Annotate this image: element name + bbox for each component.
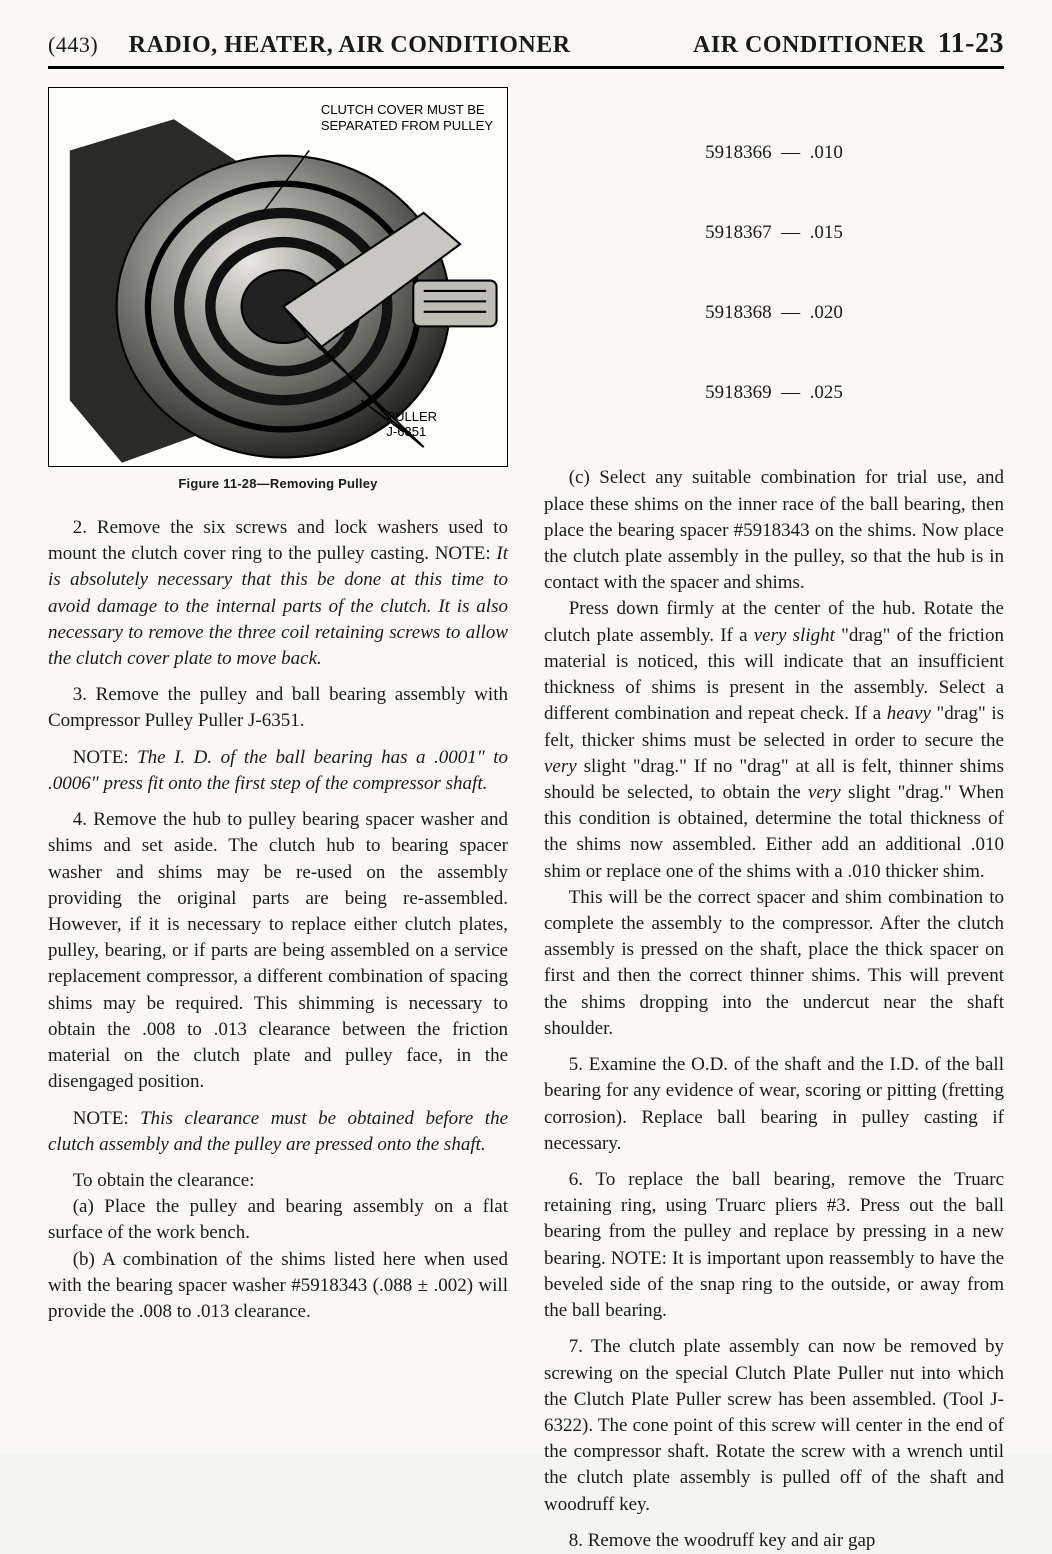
paragraph-step-2: 2. Remove the six screws and lock washer… (48, 515, 508, 672)
manual-page: (443) RADIO, HEATER, AIR CONDITIONER AIR… (0, 0, 1052, 1454)
figure-label-bottom: PULLER J-6351 (386, 409, 437, 440)
header-right-title: AIR CONDITIONER (693, 32, 925, 58)
p3-note-lead: NOTE: (73, 747, 137, 768)
paragraph-step-7: 7. The clutch plate assembly can now be … (544, 1334, 1004, 1518)
part-row: 5918366 — .010 (544, 140, 1004, 167)
paragraph-sub-c: (c) Select any suitable combination for … (544, 465, 1004, 596)
paragraph-sub-b: (b) A combination of the shims listed he… (48, 1247, 508, 1326)
left-column: CLUTCH COVER MUST BE SEPARATED FROM PULL… (48, 87, 508, 1554)
paragraph-step-5: 5. Examine the O.D. of the shaft and the… (544, 1052, 1004, 1157)
section-number: 11-23 (938, 28, 1004, 59)
page-header: (443) RADIO, HEATER, AIR CONDITIONER AIR… (48, 28, 1004, 69)
two-column-body: CLUTCH COVER MUST BE SEPARATED FROM PULL… (48, 87, 1004, 1554)
part-row: 5918368 — .020 (544, 300, 1004, 327)
paragraph-obtain: To obtain the clearance: (48, 1168, 508, 1194)
paragraph-step-3-note: NOTE: The I. D. of the ball bearing has … (48, 745, 508, 797)
press-i4: very (808, 782, 841, 803)
paragraph-step-8: 8. Remove the woodruff key and air gap (544, 1528, 1004, 1554)
page-number: (443) (48, 32, 98, 57)
p2-text: 2. Remove the six screws and lock washer… (48, 517, 508, 564)
paragraph-step-4-note: NOTE: This clearance must be obtained be… (48, 1106, 508, 1158)
paragraph-sub-a: (a) Place the pulley and bearing assembl… (48, 1194, 508, 1246)
paragraph-step-4: 4. Remove the hub to pulley bearing spac… (48, 807, 508, 1095)
shim-part-table: 5918366 — .010 5918367 — .015 5918368 — … (544, 87, 1004, 459)
pulley-illustration (49, 88, 507, 467)
p4-note-lead: NOTE: (73, 1108, 140, 1129)
figure-label-top: CLUTCH COVER MUST BE SEPARATED FROM PULL… (321, 102, 493, 133)
figure-caption: Figure 11-28—Removing Pulley (48, 475, 508, 493)
press-i1: very slight (754, 625, 835, 646)
paragraph-correct: This will be the correct spacer and shim… (544, 885, 1004, 1042)
part-row: 5918369 — .025 (544, 380, 1004, 407)
header-left: (443) RADIO, HEATER, AIR CONDITIONER (48, 32, 571, 59)
part-row: 5918367 — .015 (544, 220, 1004, 247)
press-i2: heavy (887, 703, 931, 724)
header-right: AIR CONDITIONER 11-23 (693, 28, 1004, 60)
right-column: 5918366 — .010 5918367 — .015 5918368 — … (544, 87, 1004, 1554)
press-i3: very (544, 756, 577, 777)
paragraph-press: Press down firmly at the center of the h… (544, 596, 1004, 884)
paragraph-step-6: 6. To replace the ball bearing, remove t… (544, 1167, 1004, 1324)
figure-box: CLUTCH COVER MUST BE SEPARATED FROM PULL… (48, 87, 508, 467)
header-left-title: RADIO, HEATER, AIR CONDITIONER (129, 32, 571, 58)
paragraph-step-3: 3. Remove the pulley and ball bearing as… (48, 682, 508, 734)
